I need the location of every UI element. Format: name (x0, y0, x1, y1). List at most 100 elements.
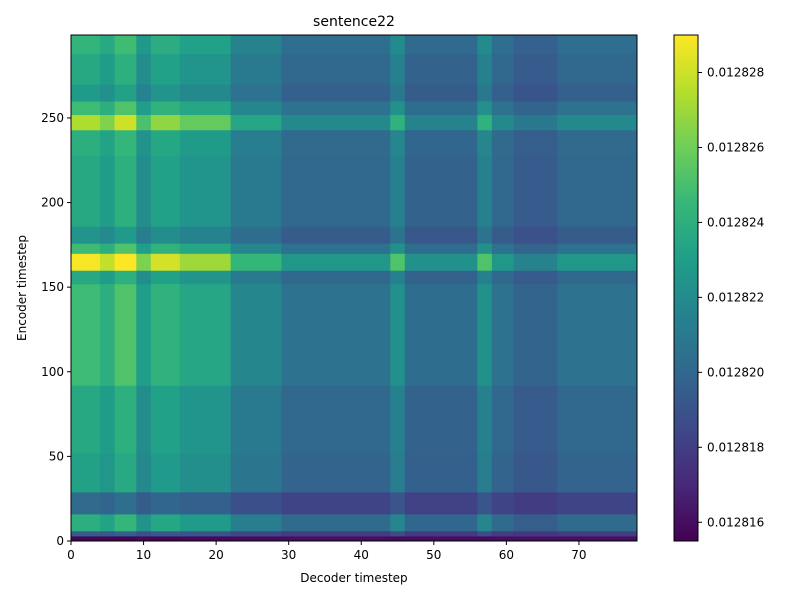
y-axis-label: Encoder timestep (15, 235, 29, 341)
heatmap-cell (491, 35, 515, 55)
heatmap-cell (557, 155, 637, 227)
heatmap-cell (71, 129, 101, 156)
heatmap-cell (404, 530, 478, 537)
heatmap-cell (390, 453, 406, 493)
heatmap-cell (71, 253, 101, 271)
heatmap-cell (136, 35, 152, 55)
heatmap-cell (150, 513, 181, 532)
heatmap-cell (230, 84, 282, 102)
heatmap-cell (136, 243, 152, 254)
heatmap-cell (230, 491, 282, 515)
heatmap-cell (491, 53, 515, 85)
heatmap-cell (281, 226, 391, 244)
colorbar-tick-label: 0.012820 (707, 365, 764, 379)
chart-title: sentence22 (313, 14, 395, 30)
heatmap-cell (114, 513, 137, 532)
heatmap-cell (390, 513, 406, 532)
heatmap-cell (150, 283, 181, 386)
heatmap-cell (150, 84, 181, 102)
heatmap-cell (390, 535, 406, 541)
y-axis: 0 50 100 150 200 250 (41, 111, 71, 548)
y-tick-label: 250 (41, 111, 64, 125)
heatmap-cell (71, 453, 101, 493)
heatmap-cell (136, 535, 152, 541)
heatmap-cell (136, 283, 152, 386)
heatmap-cell (390, 530, 406, 537)
heatmap-cell (557, 129, 637, 156)
heatmap-cell (179, 530, 232, 537)
heatmap-cell (136, 385, 152, 454)
heatmap-cell (281, 385, 391, 454)
heatmap-cell (477, 53, 493, 85)
heatmap-cell (557, 530, 637, 537)
heatmap-cell (114, 530, 137, 537)
heatmap-cell (491, 243, 515, 254)
colorbar-tick-label: 0.012822 (707, 290, 764, 304)
heatmap-cell (71, 35, 101, 55)
heatmap-cell (513, 530, 558, 537)
colorbar-tick-label: 0.012816 (707, 515, 764, 529)
heatmap-cell (230, 101, 282, 116)
heatmap-cell (281, 530, 391, 537)
heatmap-cell (71, 243, 101, 254)
heatmap-cell (491, 129, 515, 156)
heatmap-cell (114, 155, 137, 227)
heatmap-cell (513, 114, 558, 131)
heatmap-cell (513, 101, 558, 116)
heatmap-cell (477, 226, 493, 244)
heatmap-cell (477, 385, 493, 454)
heatmap-cell (71, 535, 101, 541)
heatmap-cell (114, 283, 137, 386)
heatmap-cell (281, 270, 391, 285)
heatmap-cell (230, 530, 282, 537)
heatmap-cell (100, 530, 116, 537)
heatmap-cell (114, 84, 137, 102)
heatmap-cell (100, 385, 116, 454)
heatmap-cell (179, 535, 232, 541)
heatmap-cell (477, 535, 493, 541)
heatmap-cell (390, 53, 406, 85)
heatmap-cell (114, 114, 137, 131)
heatmap-cell (150, 35, 181, 55)
heatmap-cell (557, 513, 637, 532)
heatmap-cell (477, 129, 493, 156)
heatmap-cell (100, 53, 116, 85)
x-tick-label: 60 (499, 548, 514, 562)
heatmap-cell (404, 535, 478, 541)
heatmap-cell (390, 491, 406, 515)
colorbar-tick-label: 0.012818 (707, 440, 764, 454)
heatmap-cell (150, 453, 181, 493)
heatmap-cell (100, 155, 116, 227)
heatmap-cell (230, 53, 282, 85)
heatmap-cell (114, 35, 137, 55)
heatmap-cell (477, 114, 493, 131)
heatmap-cell (491, 513, 515, 532)
x-tick-label: 10 (136, 548, 151, 562)
heatmap-cell (557, 53, 637, 85)
heatmap-cell (513, 253, 558, 271)
heatmap-cell (179, 253, 232, 271)
heatmap-cell (150, 243, 181, 254)
heatmap-cell (136, 513, 152, 532)
heatmap-cell (281, 283, 391, 386)
heatmap-cell (390, 283, 406, 386)
heatmap-cell (100, 84, 116, 102)
heatmap-cell (150, 129, 181, 156)
heatmap-cell (404, 453, 478, 493)
heatmap-cell (477, 101, 493, 116)
heatmap-cell (100, 453, 116, 493)
heatmap-cell (404, 283, 478, 386)
heatmap-cell (390, 155, 406, 227)
heatmap-cell (477, 491, 493, 515)
heatmap-cell (477, 243, 493, 254)
heatmap-cell (281, 243, 391, 254)
heatmap-cell (404, 253, 478, 271)
heatmap-cell (179, 491, 232, 515)
heatmap-cell (281, 155, 391, 227)
heatmap-cell (513, 84, 558, 102)
heatmap-cell (230, 453, 282, 493)
heatmap-cell (114, 101, 137, 116)
heatmap-cell (404, 226, 478, 244)
heatmap-cell (557, 226, 637, 244)
heatmap-cell (100, 35, 116, 55)
